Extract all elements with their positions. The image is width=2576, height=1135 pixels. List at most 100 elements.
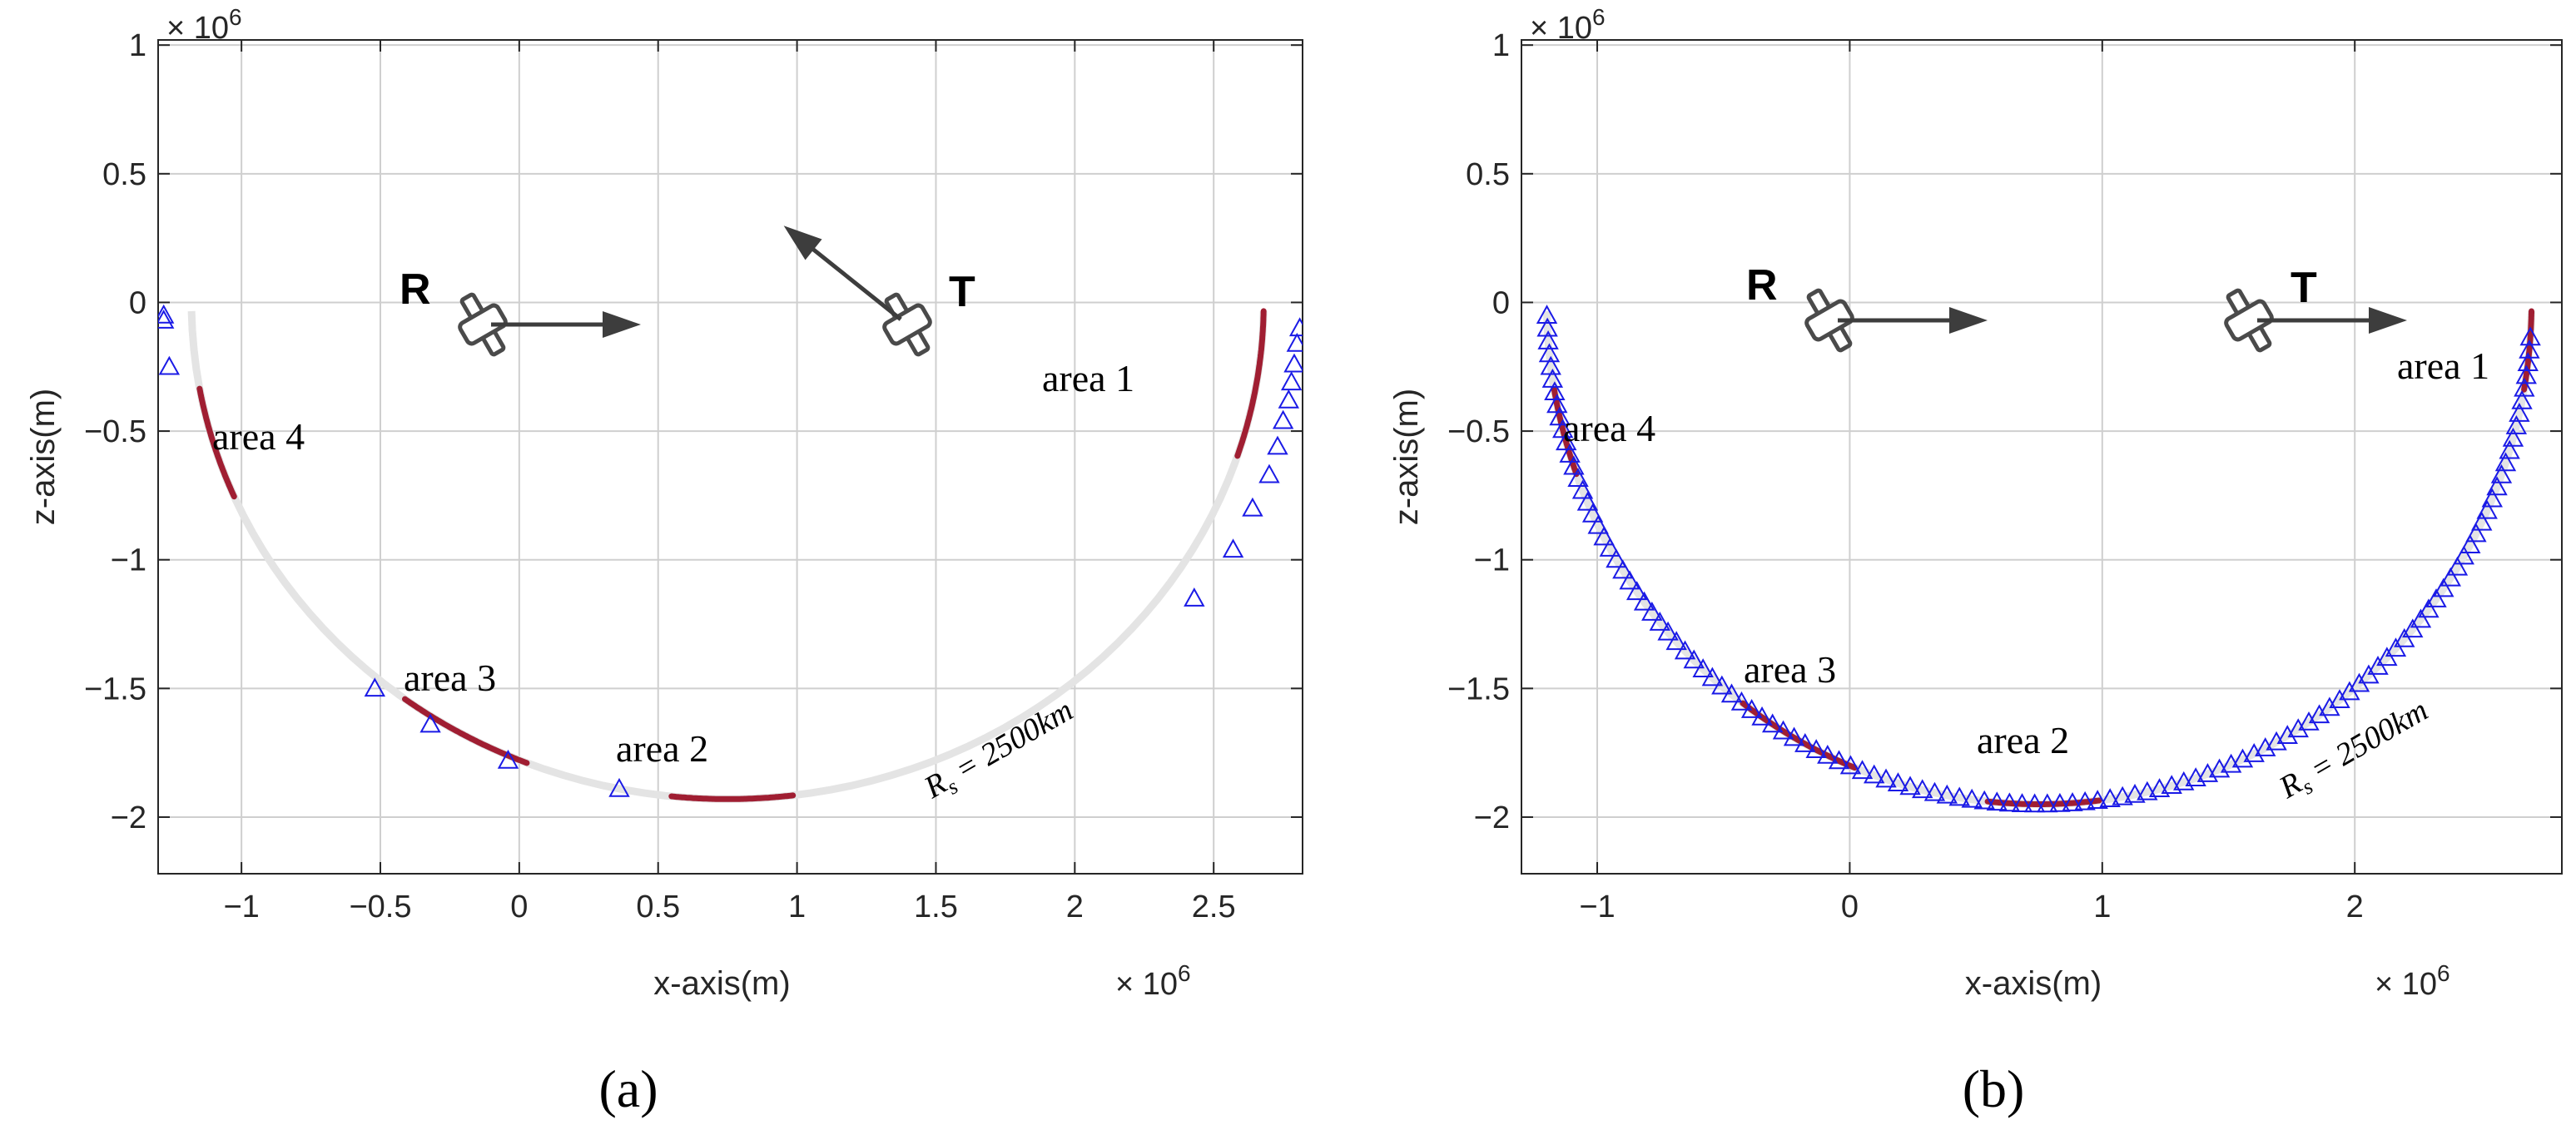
marker (1683, 649, 1705, 669)
marker (1288, 317, 1303, 337)
y-tick-label: −2 (1474, 800, 1510, 835)
y-tick-label: −1 (111, 543, 146, 578)
marker (1184, 587, 1205, 607)
area-3-arc (402, 696, 530, 766)
marker (1828, 750, 1850, 770)
x-axis-title: x-axis(m) (1965, 965, 2102, 1002)
y-tick-label: 0.5 (1466, 157, 1510, 192)
marker (1581, 503, 1604, 523)
marker (2099, 788, 2121, 808)
marker (1740, 699, 1763, 718)
x-tick-label: 1 (788, 890, 806, 924)
area-3-label: area 3 (1744, 648, 1836, 691)
marker (1851, 760, 1874, 780)
marker (1280, 371, 1303, 391)
velocity-arrowhead (2369, 307, 2407, 334)
marker (1606, 548, 1627, 568)
data-layer (158, 304, 1303, 803)
area-1-label: area 1 (1042, 357, 1134, 399)
grid (1521, 40, 2562, 874)
marker (1267, 435, 1288, 455)
area-1-label: area 1 (2397, 344, 2489, 387)
marker (2517, 352, 2539, 372)
marker (2490, 463, 2513, 483)
y-tick-label: 1 (129, 28, 146, 63)
marker (1626, 581, 1648, 601)
panel-label: (a) (598, 1059, 658, 1118)
marker (2425, 588, 2447, 607)
marker (1817, 744, 1839, 764)
satellite-label: R (400, 265, 431, 314)
satellite-body (882, 303, 932, 346)
marker (1665, 631, 1687, 651)
y-tick-label: 0 (1492, 285, 1510, 320)
plot-area (1521, 40, 2562, 874)
marker (2124, 783, 2146, 803)
marker (2087, 790, 2108, 810)
marker (2287, 718, 2309, 738)
marker (1559, 444, 1581, 463)
marker (2276, 725, 2298, 745)
marker (1912, 779, 1933, 799)
y-tick-label: 0.5 (102, 157, 146, 192)
marker (2476, 499, 2498, 519)
x-tick-label: 2.5 (1192, 890, 1236, 924)
marker (2049, 792, 2071, 812)
marker (1641, 601, 1663, 621)
x-tick-label: 2 (2346, 890, 2364, 924)
area-2-arc (668, 792, 797, 802)
marker (1587, 514, 1609, 534)
marker (2243, 742, 2265, 762)
marker (1936, 784, 1958, 804)
marker (2298, 711, 2320, 731)
marker (2037, 793, 2058, 813)
area-4-label: area 4 (212, 415, 305, 458)
marker (1633, 591, 1655, 611)
marker (1711, 675, 1733, 695)
y-tick-label: 0 (129, 285, 146, 320)
satellite-label: T (2291, 264, 2317, 312)
x-tick-label: −0.5 (349, 890, 411, 924)
marker (2074, 791, 2096, 810)
marker (1657, 621, 1679, 641)
satellite-icon (1804, 288, 1854, 353)
marker (1552, 419, 1574, 439)
marker (1556, 431, 1577, 451)
marker (1720, 683, 1743, 703)
marker (1571, 479, 1594, 499)
satellite-t: T (2224, 264, 2407, 353)
marker (2023, 793, 2046, 813)
marker (2137, 781, 2158, 800)
grid (158, 40, 1303, 874)
marker (2433, 577, 2454, 597)
x-exponent-label: × 106 (2375, 960, 2450, 1002)
y-tick-label: −1.5 (1447, 672, 1510, 706)
marker (2499, 439, 2520, 459)
area-4-arc (196, 385, 237, 500)
chart-panel-a: −1 −0.5 0 0.5 1 1.5 2 2.5 1 0.5 0 −0.5 −1 −1.5 −2 × 106… (25, 4, 1303, 1118)
marker (1278, 389, 1300, 409)
velocity-arrow (802, 240, 902, 321)
marker (1986, 791, 2008, 811)
marker (1674, 640, 1696, 660)
marker (2376, 647, 2398, 667)
marker (2486, 476, 2508, 496)
marker (1730, 691, 1753, 711)
marker (419, 713, 441, 733)
velocity-arrowhead (603, 311, 641, 338)
satellite-icon (882, 292, 932, 357)
marker (2394, 627, 2415, 647)
marker (1864, 764, 1885, 784)
satellite-body (1804, 299, 1854, 342)
axes-frame (157, 39, 1303, 875)
marker (158, 310, 175, 329)
marker (608, 777, 630, 797)
x-tick-label: 1 (2093, 890, 2111, 924)
marker (1783, 726, 1805, 746)
marker (1761, 713, 1784, 733)
satellite-label: R (1746, 261, 1778, 310)
marker (1222, 538, 1244, 558)
x-axis-title: x-axis(m) (653, 965, 790, 1002)
marker (2471, 511, 2493, 531)
